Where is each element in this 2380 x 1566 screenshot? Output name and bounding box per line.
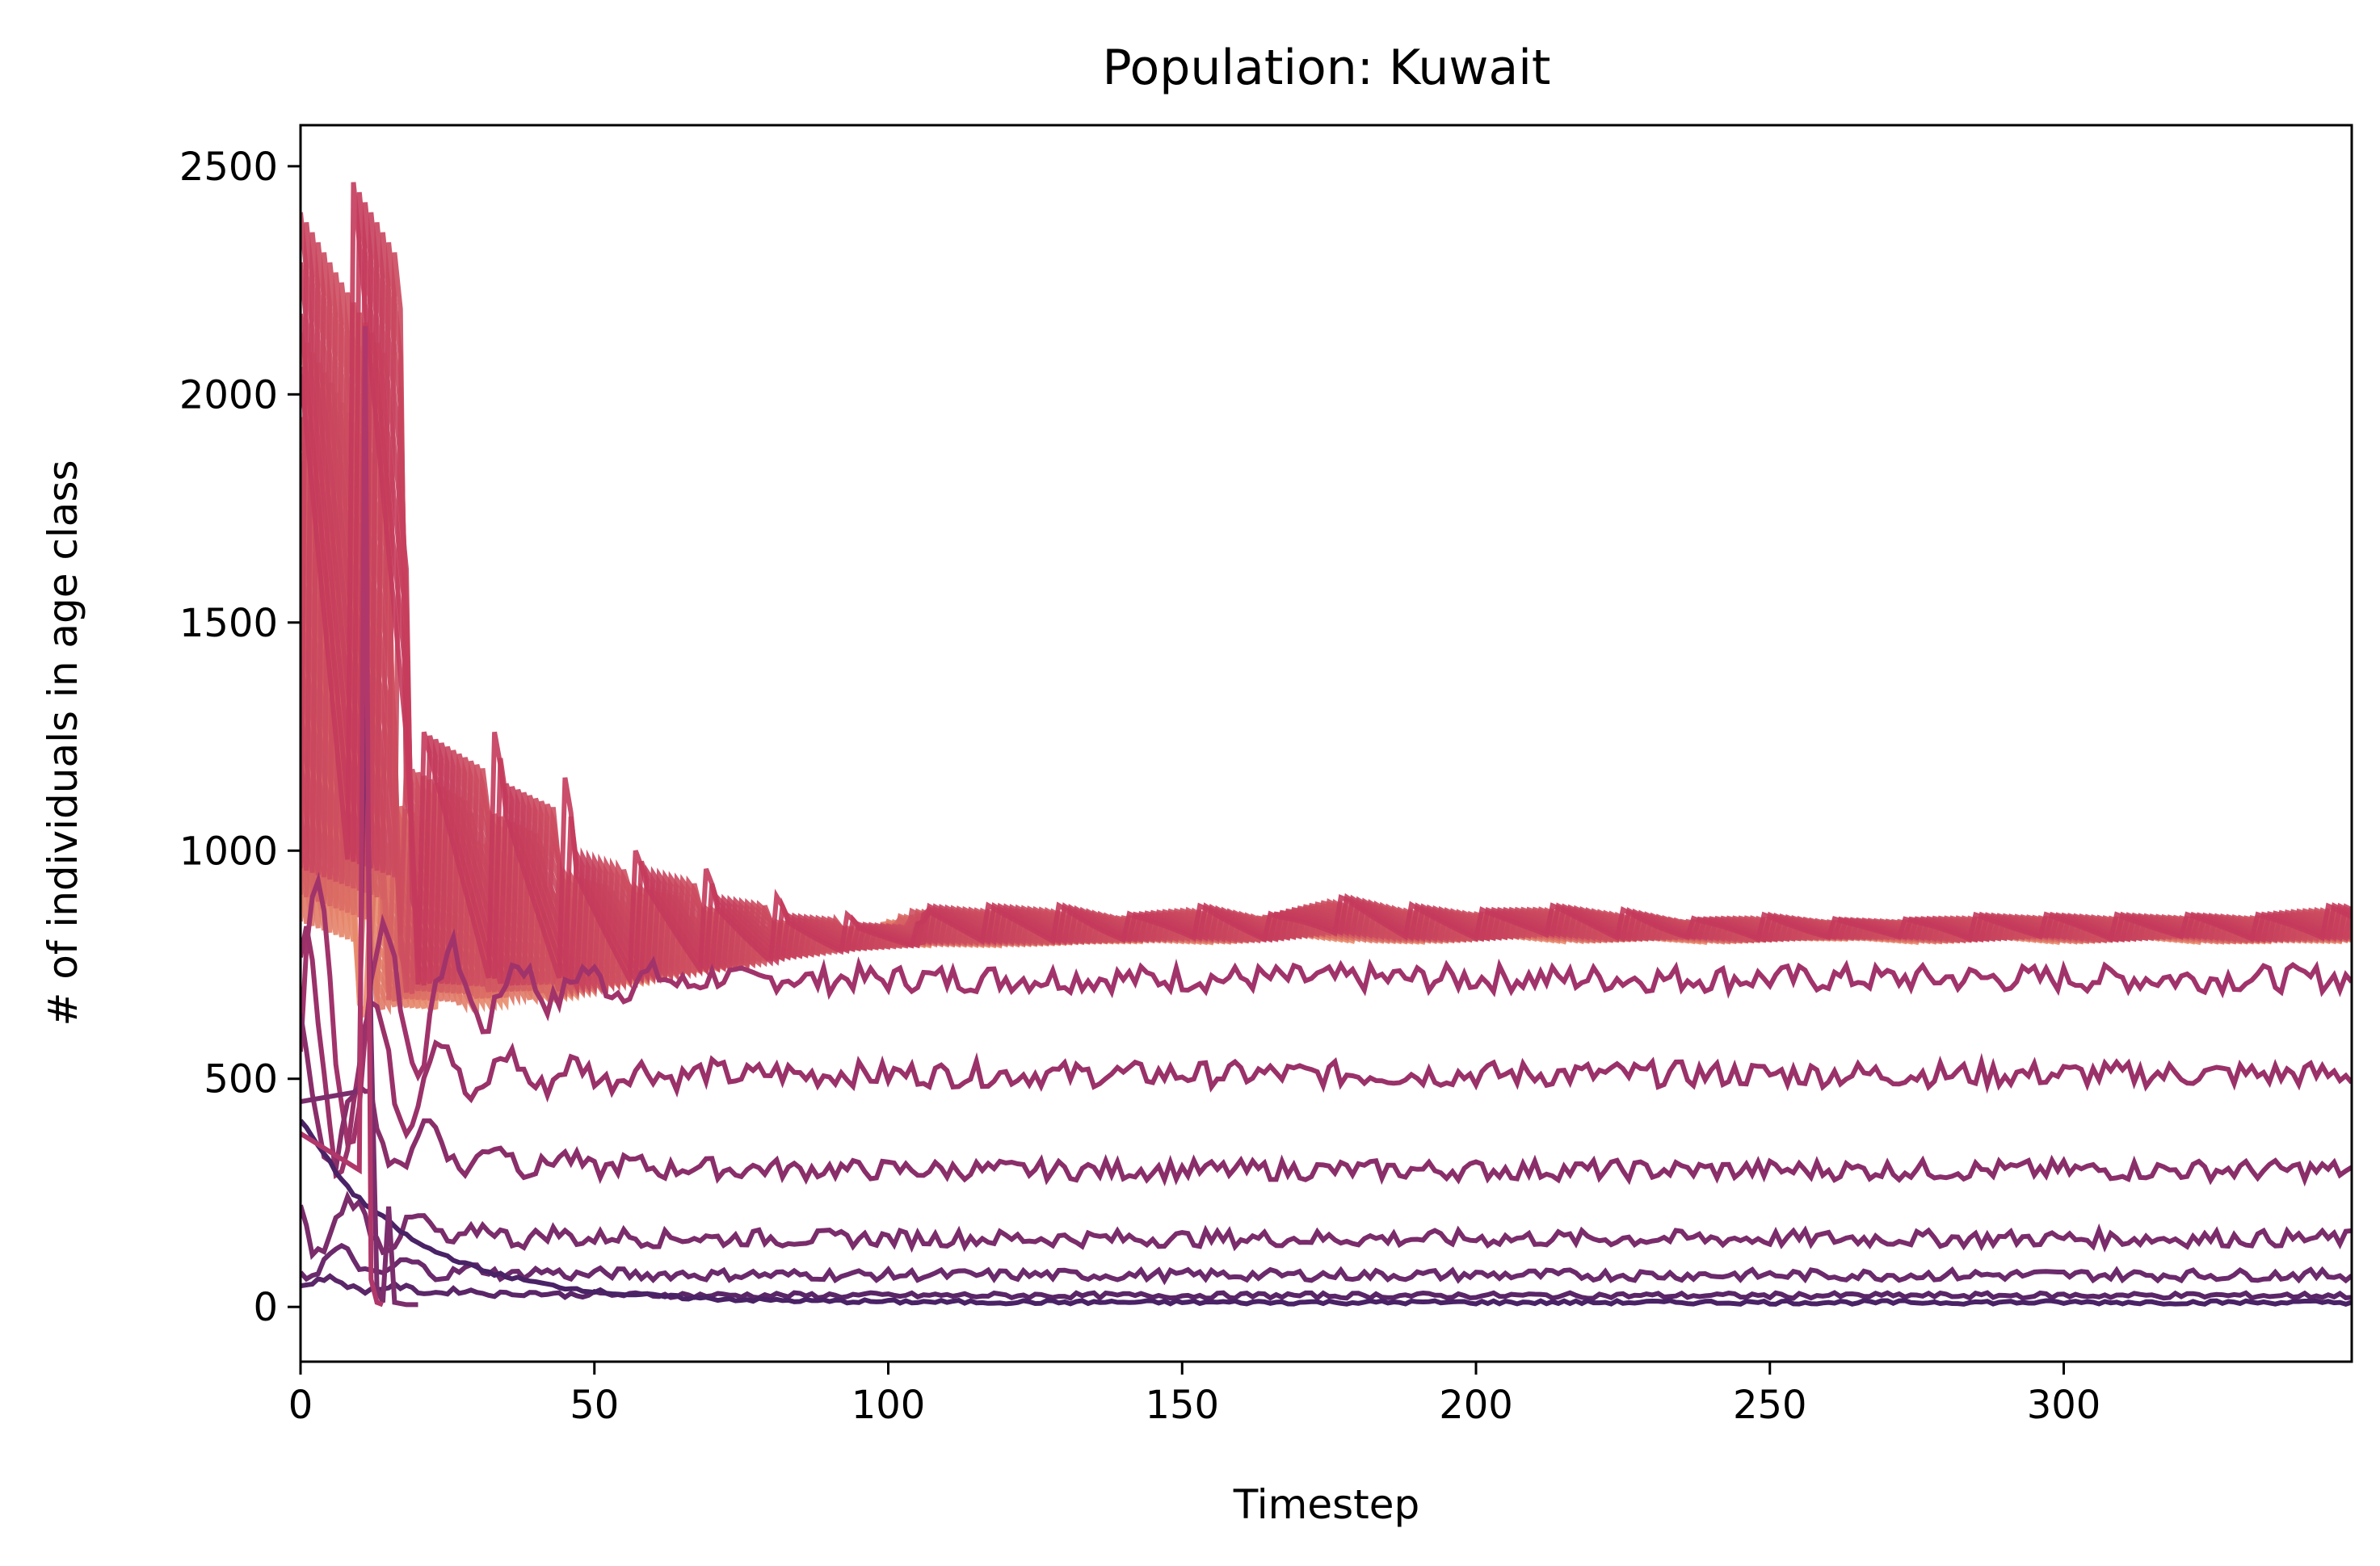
y-tick-label: 0 — [253, 1285, 278, 1330]
x-tick-label: 0 — [288, 1383, 313, 1428]
x-axis: 0 50 100 150 200 250 300 — [288, 1362, 2101, 1428]
age-class-line — [301, 926, 2352, 1179]
upper-age-class-line — [301, 241, 2352, 994]
age-class-line — [301, 1013, 2352, 1187]
y-tick-label: 1000 — [179, 829, 278, 874]
x-tick-label: 250 — [1733, 1383, 1807, 1428]
age-class-line — [301, 871, 2352, 1147]
age-class-line — [301, 1242, 2352, 1286]
chart-title: Population: Kuwait — [1103, 40, 1551, 96]
upper-age-class-line — [301, 182, 2352, 989]
plot-area — [301, 182, 2352, 1308]
plot-frame — [299, 124, 2353, 1363]
y-axis-label: # of individuals in age class — [40, 460, 86, 1026]
y-tick-label: 500 — [204, 1057, 278, 1102]
x-tick-label: 150 — [1145, 1383, 1219, 1428]
spike-age-class-line — [301, 613, 418, 1308]
age-class-line — [301, 1190, 2352, 1261]
y-tick-label: 2500 — [179, 145, 278, 190]
x-tick-label: 100 — [852, 1383, 926, 1428]
age-class-line — [301, 1119, 2352, 1307]
x-axis-label: Timestep — [1233, 1481, 1420, 1528]
spike-age-class-line — [301, 325, 384, 1308]
y-tick-label: 2000 — [179, 372, 278, 418]
x-tick-label: 300 — [2027, 1383, 2101, 1428]
x-tick-label: 50 — [570, 1383, 619, 1428]
y-axis: 0 500 1000 1500 2000 2500 — [179, 145, 301, 1330]
y-tick-label: 1500 — [179, 601, 278, 646]
x-tick-label: 200 — [1439, 1383, 1513, 1428]
